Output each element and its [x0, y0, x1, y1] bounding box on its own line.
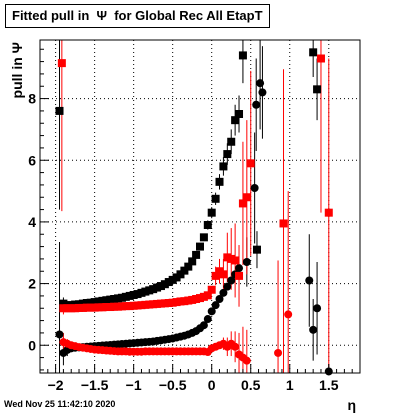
y-tick-label: 2: [28, 276, 36, 292]
data-point-square: [207, 285, 216, 294]
data-point-square: [242, 193, 251, 202]
data-point-square: [313, 85, 322, 94]
data-point-square: [196, 242, 204, 251]
data-point-square: [231, 256, 240, 265]
x-tick-label: 0: [208, 377, 216, 393]
data-point-square: [211, 194, 220, 203]
data-point-circle: [231, 342, 240, 351]
y-tick-label: 0: [28, 337, 36, 353]
data-point-square: [238, 51, 247, 60]
data-point-circle: [313, 304, 322, 313]
x-tick-label: −1: [126, 377, 142, 393]
data-point-square: [279, 219, 288, 228]
data-point-square: [235, 271, 244, 280]
data-point-square: [55, 106, 64, 115]
data-point-circle: [199, 321, 208, 330]
axis-ticks: [39, 48, 361, 373]
data-point-square: [231, 116, 240, 125]
data-point-square: [238, 199, 247, 208]
x-tick-label: −0.5: [159, 377, 187, 393]
data-point-circle: [227, 276, 236, 285]
data-point-circle: [242, 356, 251, 365]
data-point-square: [223, 150, 232, 159]
data-point-circle: [305, 276, 314, 285]
data-point-square: [235, 110, 244, 118]
data-point-circle: [223, 282, 232, 291]
data-point-circle: [203, 315, 212, 324]
x-tick-label: −1.5: [81, 377, 109, 393]
data-point-square: [219, 270, 228, 279]
data-point-square: [57, 59, 66, 68]
data-point-square: [219, 162, 228, 171]
data-point-square: [203, 221, 212, 229]
timestamp-footer: Wed Nov 25 11:42:10 2020: [4, 399, 116, 409]
data-point-circle: [250, 184, 259, 192]
data-point-square: [252, 245, 261, 254]
data-point-circle: [215, 295, 224, 303]
y-tick-label: 8: [28, 91, 36, 107]
plot-frame: [39, 39, 361, 374]
data-point-circle: [55, 330, 64, 339]
data-point-square: [227, 137, 236, 146]
data-point-square: [184, 262, 193, 271]
data-point-square: [211, 271, 220, 280]
data-point-circle: [219, 288, 228, 297]
data-point-square: [246, 159, 255, 168]
data-point-square: [192, 250, 201, 259]
chart-title: Fitted pull in Ψ for Global Rec All Etap…: [5, 4, 270, 28]
data-point-square: [188, 257, 197, 266]
y-tick-label: 4: [28, 214, 36, 230]
data-point-square: [324, 208, 333, 217]
data-point-square: [316, 54, 325, 63]
data-point-square: [199, 233, 208, 242]
data-point-circle: [274, 348, 283, 357]
data-point-square: [180, 266, 189, 275]
data-point-circle: [284, 310, 293, 319]
data-point-circle: [256, 79, 265, 88]
x-tick-label: 1.5: [319, 377, 339, 393]
data-point-square: [207, 208, 216, 217]
grid-lines: [40, 40, 360, 373]
y-axis-title: pull in Ψ: [9, 42, 25, 98]
data-point-square: [203, 291, 212, 300]
x-tick-label: −2: [48, 377, 64, 393]
data-point-square: [215, 177, 224, 186]
data-point-circle: [235, 264, 244, 273]
y-tick-label: 6: [28, 152, 36, 168]
data-point-circle: [211, 301, 220, 310]
x-tick-label: 1: [286, 377, 294, 393]
data-point-circle: [309, 325, 318, 334]
data-markers: [55, 48, 333, 376]
data-point-circle: [258, 88, 267, 97]
data-point-square: [309, 48, 318, 57]
x-tick-label: 0.5: [241, 377, 261, 393]
data-point-circle: [242, 258, 251, 266]
x-axis-title: η: [347, 397, 356, 413]
tick-labels: −2 −1.5 −1 −0.5 0 0.5 1 1.5 0 2 4 6 8: [28, 91, 339, 393]
data-point-circle: [207, 307, 216, 316]
data-point-circle: [252, 100, 261, 109]
